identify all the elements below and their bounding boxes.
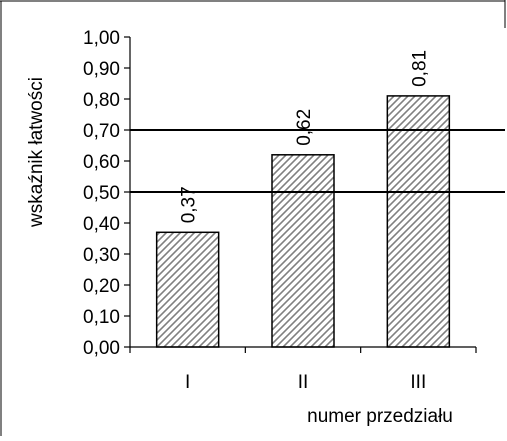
x-tick-label: III [410,372,426,393]
y-tick-label: 0,10 [83,307,120,328]
y-tick-label: 0,60 [83,152,120,173]
y-tick-label: 0,80 [83,90,120,111]
x-tick-label: II [298,372,309,393]
bar-ii [271,154,335,348]
y-tick-label: 0,00 [83,338,120,359]
data-label-i: 0,37 [179,186,200,223]
y-tick-label: 0,40 [83,214,120,235]
y-axis-label: wskaźnik łatwości [26,77,47,228]
data-label-iii: 0,81 [409,50,430,87]
y-tick-label: 0,70 [83,121,120,142]
y-tick-label: 0,90 [83,59,120,80]
data-label-ii: 0,62 [294,109,315,146]
x-axis-label: numer przedziału [307,406,453,427]
y-tick-label: 0,20 [83,276,120,297]
plot-area: 0,00 0,10 0,20 0,30 0,40 0,50 0,60 0,70 0,80 0,90… [83,28,505,393]
y-tick-label: 0,50 [83,183,120,204]
bar-i [155,231,220,348]
y-tick-label: 0,30 [83,245,120,266]
bar-iii [386,95,451,348]
x-tick-label: I [185,372,190,393]
y-tick-label: 1,00 [83,28,120,49]
